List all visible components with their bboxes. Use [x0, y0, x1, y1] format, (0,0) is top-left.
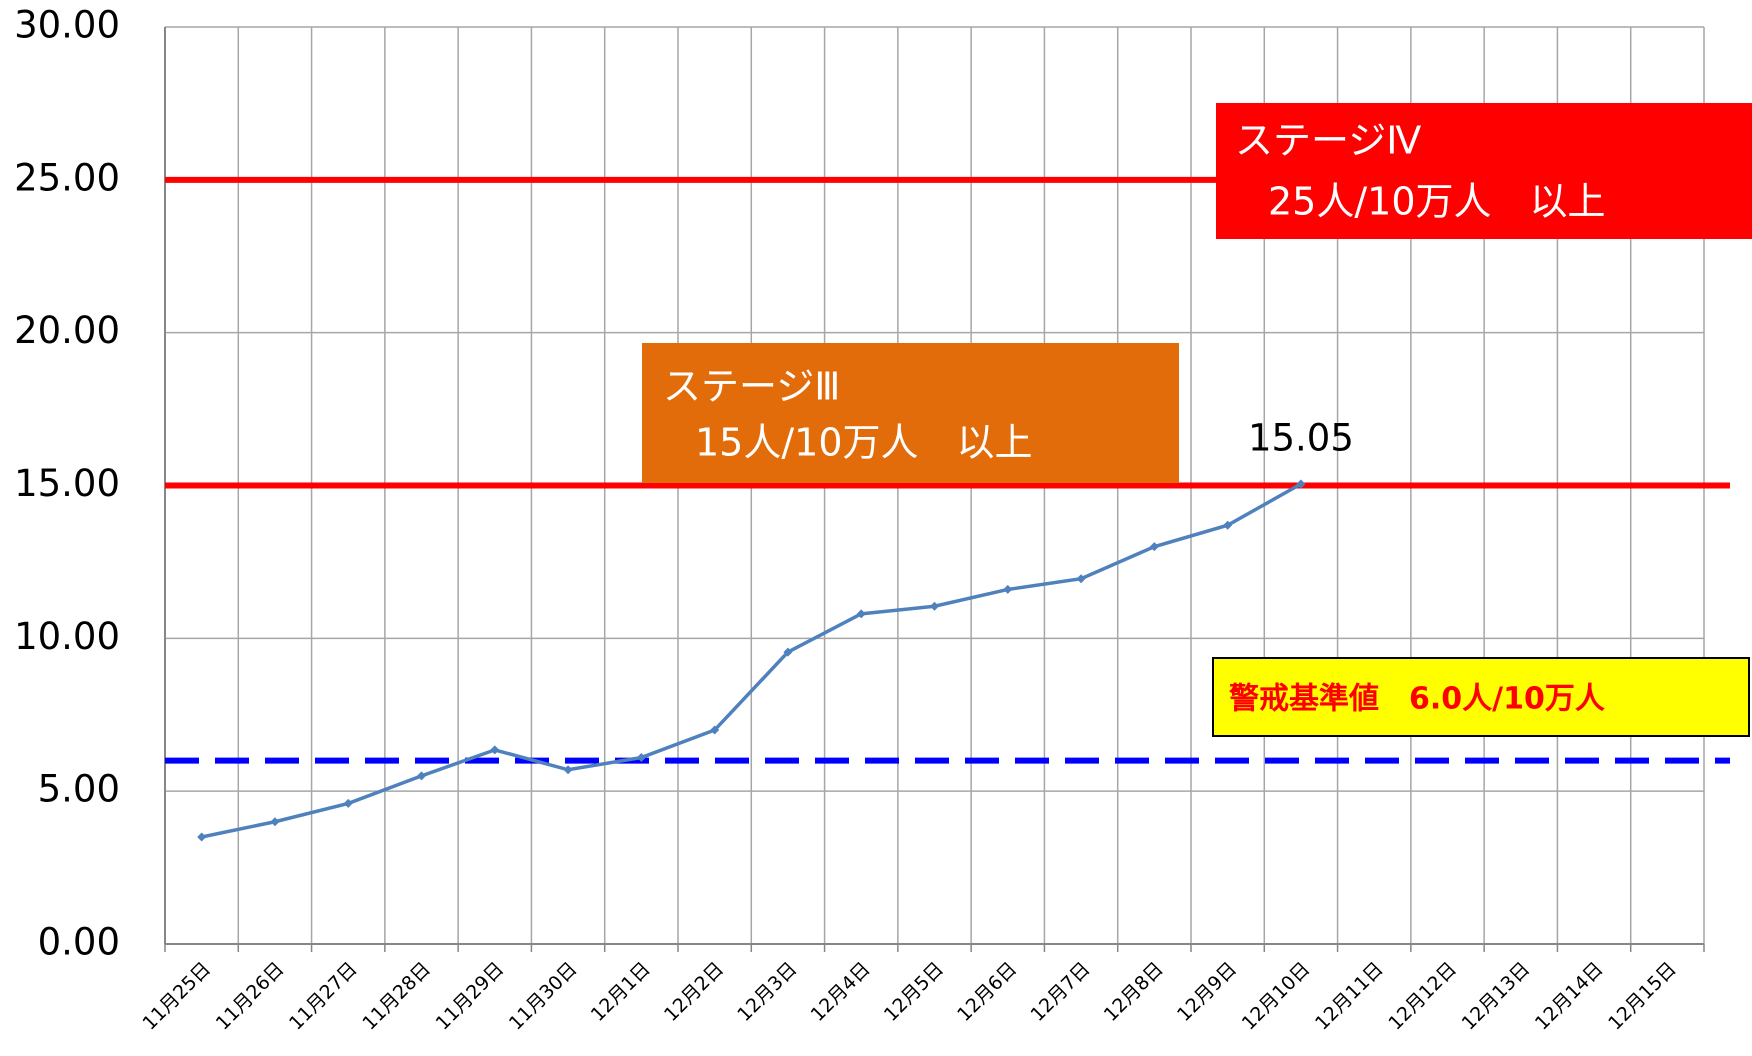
x-tick-label: 11月29日 — [432, 958, 509, 1035]
y-tick-label: 5.00 — [38, 768, 120, 811]
x-tick-label: 12月1日 — [587, 958, 655, 1026]
x-tick-label: 11月27日 — [285, 958, 362, 1035]
y-tick-label: 20.00 — [14, 309, 120, 352]
point — [490, 745, 500, 755]
x-tick-label: 12月10日 — [1238, 958, 1315, 1035]
point — [197, 832, 207, 842]
annotation-box — [642, 343, 1179, 483]
annotation-text: 25人/10万人 以上 — [1268, 180, 1606, 224]
x-tick-label: 12月9日 — [1173, 958, 1241, 1026]
data-label: 15.05 — [1248, 416, 1354, 459]
annotation-box — [1212, 657, 1750, 737]
y-tick-label: 15.00 — [14, 462, 120, 505]
annotation-text: 15人/10万人 以上 — [695, 421, 1033, 465]
x-tick-label: 12月2日 — [660, 958, 728, 1026]
y-tick-label: 10.00 — [14, 615, 120, 658]
x-tick-label: 12月3日 — [733, 958, 801, 1026]
x-tick-label: 11月28日 — [358, 958, 435, 1035]
x-tick-label: 11月25日 — [138, 958, 215, 1035]
point — [270, 817, 280, 827]
point — [1076, 574, 1086, 584]
x-tick-label: 12月14日 — [1531, 958, 1608, 1035]
point — [856, 609, 866, 619]
y-tick-label: 30.00 — [14, 4, 120, 47]
x-tick-label: 11月26日 — [212, 958, 289, 1035]
point — [710, 725, 720, 735]
y-tick-label: 25.00 — [14, 156, 120, 199]
x-tick-label: 12月4日 — [807, 958, 875, 1026]
point — [563, 765, 573, 775]
point — [930, 601, 939, 611]
x-tick-label: 12月13日 — [1458, 958, 1535, 1035]
series-line — [201, 482, 1302, 839]
point — [1296, 479, 1306, 489]
x-tick-label: 11月30日 — [505, 958, 582, 1035]
point — [783, 647, 793, 657]
annotation-text: ステージⅣ — [1235, 119, 1421, 163]
point — [636, 753, 646, 763]
x-tick-label: 12月12日 — [1384, 958, 1461, 1035]
y-tick-label: 0.00 — [38, 921, 120, 964]
x-tick-label: 12月8日 — [1100, 958, 1168, 1026]
point — [417, 771, 426, 781]
x-tick-label: 12月6日 — [953, 958, 1021, 1026]
point — [1003, 584, 1013, 594]
annotation-text: 警戒基準値 6.0人/10万人 — [1229, 682, 1605, 717]
point — [1223, 520, 1233, 530]
annotation-box — [1216, 103, 1752, 239]
point — [343, 798, 353, 808]
x-tick-label: 12月5日 — [880, 958, 948, 1026]
annotation-text: ステージⅢ — [663, 365, 840, 409]
x-tick-label: 12月11日 — [1311, 958, 1388, 1035]
point — [1149, 542, 1159, 552]
x-tick-label: 12月15日 — [1604, 958, 1681, 1035]
x-tick-label: 12月7日 — [1026, 958, 1094, 1026]
